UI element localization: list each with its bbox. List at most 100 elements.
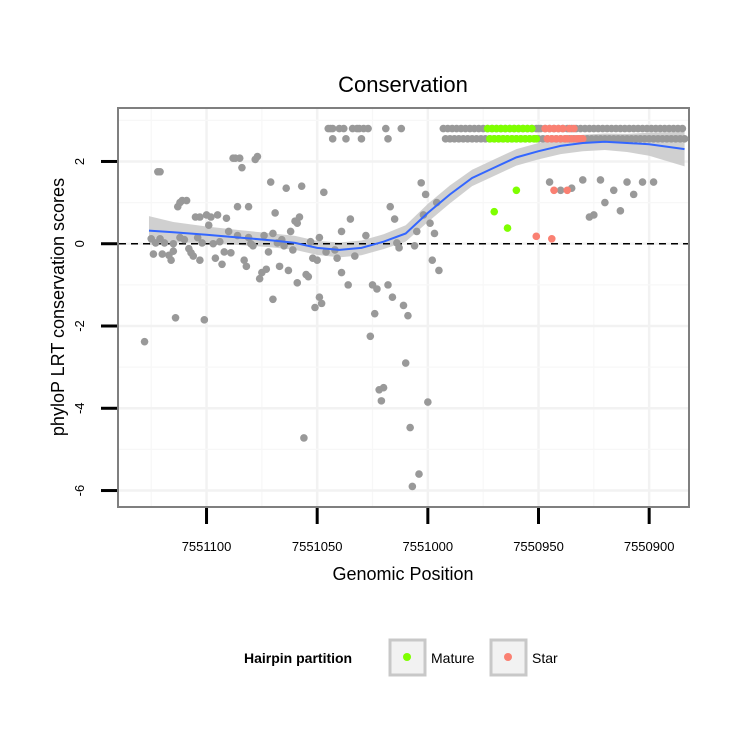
- point-other: [193, 233, 202, 242]
- point-other: [233, 202, 242, 211]
- point-other: [204, 221, 213, 230]
- point-other: [428, 256, 437, 264]
- point-other: [596, 176, 605, 184]
- point-other: [180, 235, 189, 244]
- point-other: [149, 250, 158, 258]
- point-other: [351, 252, 359, 260]
- point-other: [623, 178, 631, 186]
- point-other: [556, 186, 565, 195]
- point-other: [253, 152, 262, 161]
- point-other: [198, 239, 206, 247]
- point-other: [381, 124, 390, 133]
- point-other: [238, 163, 246, 172]
- point-star: [570, 124, 578, 133]
- point-other: [304, 272, 313, 281]
- point-other: [419, 211, 428, 219]
- point-star: [578, 135, 587, 143]
- y-tick-label: -4: [72, 402, 87, 414]
- point-other: [271, 209, 279, 217]
- point-other: [315, 233, 324, 242]
- point-other: [377, 397, 386, 405]
- smooth-path: [148, 140, 685, 251]
- point-other: [578, 176, 587, 184]
- point-other: [313, 256, 321, 264]
- point-other: [590, 211, 598, 219]
- data-points: [140, 124, 689, 491]
- point-other: [328, 135, 337, 143]
- x-tick-label: 7551050: [292, 539, 343, 554]
- point-other: [337, 227, 346, 236]
- point-other: [196, 256, 204, 264]
- point-mature: [512, 186, 521, 195]
- point-other: [320, 188, 328, 197]
- point-other: [167, 256, 175, 264]
- point-other: [275, 262, 284, 271]
- point-other: [390, 215, 399, 223]
- point-other: [678, 124, 687, 133]
- point-other: [386, 202, 395, 211]
- point-other: [306, 237, 315, 246]
- confidence-ribbon: [148, 131, 685, 258]
- point-other: [293, 279, 302, 287]
- legend-label-mature: Mature: [431, 650, 475, 666]
- point-other: [366, 332, 375, 341]
- point-other: [249, 241, 257, 250]
- point-other: [328, 124, 337, 133]
- x-tick-label: 7550900: [624, 539, 675, 554]
- point-other: [211, 254, 220, 262]
- point-other: [213, 211, 222, 219]
- point-other: [370, 309, 379, 318]
- x-tick-label: 7551100: [182, 539, 232, 554]
- point-other: [346, 215, 355, 223]
- point-other: [545, 178, 554, 186]
- point-other: [216, 237, 224, 246]
- point-other: [315, 293, 324, 302]
- point-other: [426, 219, 434, 227]
- chart-title: Conservation: [338, 72, 468, 97]
- point-other: [379, 383, 388, 392]
- point-other: [300, 434, 308, 442]
- smooth-line: [148, 140, 685, 251]
- x-axis-label: Genomic Position: [332, 564, 473, 584]
- point-other: [616, 207, 625, 215]
- point-other: [244, 202, 253, 211]
- point-other: [404, 311, 412, 320]
- point-other: [282, 184, 291, 193]
- point-other: [196, 213, 204, 221]
- point-other: [169, 239, 178, 248]
- point-other: [169, 247, 178, 255]
- point-other: [235, 154, 244, 162]
- point-other: [399, 301, 408, 310]
- point-other: [284, 266, 293, 275]
- point-other: [344, 281, 352, 289]
- point-other: [629, 190, 638, 199]
- point-other: [140, 337, 149, 346]
- point-other: [609, 186, 618, 195]
- legend-key-star-dot: [504, 653, 512, 661]
- point-other: [171, 313, 180, 322]
- point-other: [406, 423, 414, 432]
- point-other: [189, 252, 198, 260]
- point-other: [156, 167, 164, 176]
- point-other: [158, 250, 167, 258]
- point-star: [532, 232, 541, 241]
- point-other: [289, 246, 297, 254]
- point-other: [182, 196, 191, 205]
- legend-title: Hairpin partition: [244, 650, 352, 666]
- point-other: [397, 124, 406, 133]
- x-tick-label: 7551000: [403, 539, 454, 554]
- point-other: [680, 135, 689, 143]
- point-other: [242, 262, 251, 271]
- point-other: [388, 293, 397, 302]
- point-mature: [528, 124, 536, 133]
- legend-key-mature-dot: [403, 653, 411, 661]
- ribbon-area: [148, 131, 685, 258]
- point-other: [339, 124, 348, 133]
- point-other: [224, 227, 233, 236]
- point-other: [408, 482, 417, 491]
- grid-lines: [119, 109, 688, 506]
- point-other: [401, 359, 410, 367]
- point-other: [342, 135, 350, 143]
- point-other: [364, 124, 372, 133]
